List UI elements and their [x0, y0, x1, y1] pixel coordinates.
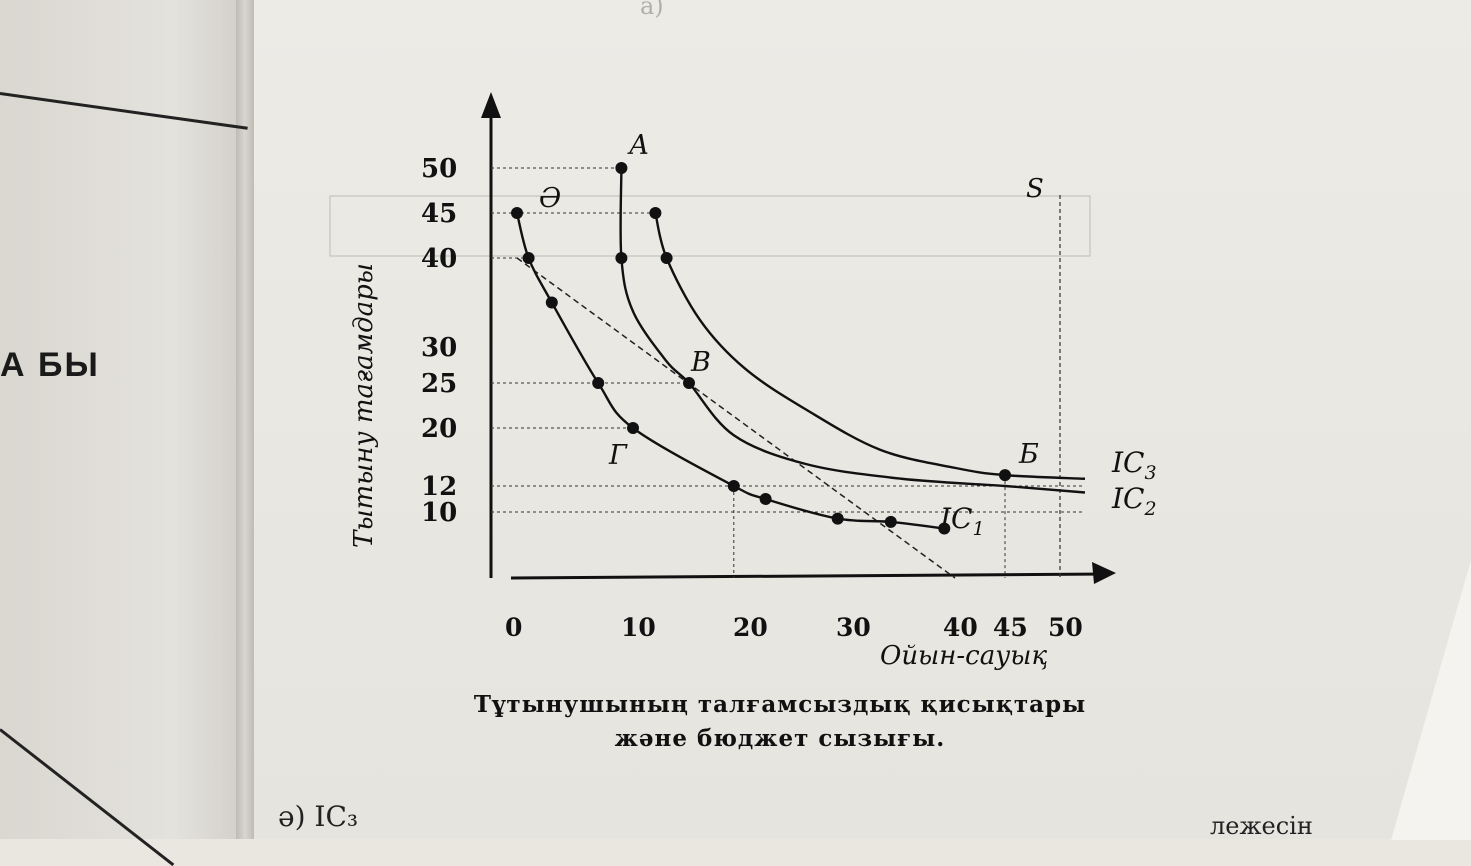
- point-label: В: [690, 347, 711, 378]
- point-ic1: [627, 422, 639, 434]
- main-page: [250, 0, 1471, 839]
- point-ic1: [831, 512, 844, 525]
- x-tick-label: 45: [993, 613, 1028, 642]
- faint-background-text: а): [329, 0, 1091, 257]
- figure-caption: Тұтынушының талғамсыздық қисықтары және …: [400, 688, 1160, 756]
- point-ic1: [511, 207, 523, 219]
- curve-ic1: [515, 212, 945, 530]
- point-ic2: [615, 252, 628, 264]
- x-tick-label: 30: [836, 613, 871, 642]
- curve-label-ic3: IC3: [1111, 446, 1157, 484]
- y-axis-title: Тытыну тағамдары: [349, 263, 379, 548]
- point-ic2: [615, 162, 628, 174]
- point-ic3: [649, 207, 662, 219]
- point-ic1: [727, 480, 740, 492]
- left-page-heading: А БЫ: [0, 346, 100, 384]
- y-tick-label: 25: [421, 369, 457, 399]
- caption-line-2: және бюджет сызығы.: [614, 725, 946, 752]
- x-axis-title: Ойын-сауық: [880, 641, 1047, 671]
- page-curl: [1391, 560, 1471, 840]
- x-tick-label: 20: [733, 613, 768, 642]
- x-tick-label: 0: [505, 613, 522, 642]
- y-tick-label: 20: [421, 414, 457, 444]
- point-ic1: [884, 515, 897, 528]
- book-spine: [236, 0, 254, 839]
- point-ic1: [759, 493, 772, 505]
- x-axis: [510, 572, 1109, 580]
- y-tick-label: 45: [421, 199, 457, 229]
- curve-label-ic1: IC1: [939, 502, 985, 540]
- budget-line: [516, 257, 956, 579]
- point-ic1: [522, 252, 535, 264]
- x-tick-label: 50: [1048, 613, 1083, 642]
- point-ic1: [545, 296, 558, 309]
- y-tick-label: 30: [421, 333, 457, 363]
- y-tick-label: 10: [421, 498, 457, 528]
- curve-label-ic2: IC2: [1111, 482, 1157, 520]
- x-tick-label: 10: [621, 613, 656, 642]
- caption-line-1: Тұтынушының талғамсыздық қисықтары: [473, 691, 1087, 718]
- point-label: Ә: [539, 183, 561, 214]
- faint-table: [329, 195, 1091, 257]
- faint-line-1: а): [640, 0, 664, 20]
- bottom-right-text: лежесін: [1210, 812, 1313, 840]
- y-tick-label: 50: [421, 154, 457, 184]
- point-ic1: [592, 377, 605, 389]
- point-label: Г: [608, 440, 628, 471]
- point-label: A: [626, 130, 649, 161]
- left-page: [0, 0, 250, 839]
- curve-ic3: [654, 212, 1086, 480]
- point-label: Б: [1018, 439, 1039, 470]
- x-axis-arrow: [1092, 562, 1116, 584]
- subsection-label: ә) IC₃: [278, 800, 359, 833]
- x-tick-label: 40: [943, 613, 978, 642]
- y-tick-label: 12: [421, 472, 457, 502]
- curve-ic2: [619, 167, 1086, 494]
- point-ic1: [938, 522, 951, 535]
- point-ic2: [683, 377, 695, 389]
- y-axis-arrow: [481, 92, 501, 118]
- s-label: S: [1026, 174, 1044, 204]
- y-tick-label: 40: [421, 244, 457, 274]
- point-ic3: [999, 469, 1011, 482]
- point-ic3: [660, 252, 673, 264]
